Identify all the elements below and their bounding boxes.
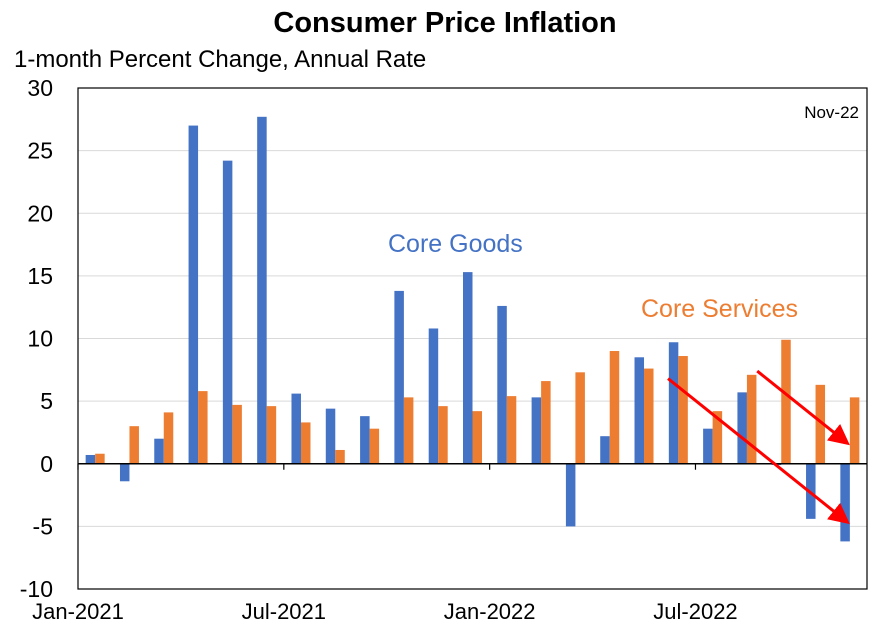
bar-core-services (575, 372, 585, 464)
bar-core-services (232, 404, 242, 464)
y-tick-label: -5 (33, 513, 53, 539)
y-tick-label: 15 (27, 263, 53, 289)
bar-core-services (506, 396, 517, 464)
bar-core-goods (325, 408, 336, 464)
bar-core-goods (85, 454, 96, 464)
bar-core-goods (428, 328, 439, 464)
bar-core-services (95, 453, 105, 464)
x-tick-label: Jul-2022 (653, 599, 737, 624)
bar-core-goods (531, 397, 542, 464)
plot-border (77, 87, 868, 590)
date-note: Nov-22 (804, 103, 859, 122)
y-tick-label: 10 (27, 326, 53, 352)
bar-core-services (712, 411, 723, 464)
bar-core-goods (119, 463, 130, 482)
bar-core-goods (840, 463, 850, 542)
bar-core-services (815, 384, 826, 464)
bar-core-goods (703, 428, 713, 464)
x-tick-label: Jul-2021 (242, 599, 326, 624)
bar-core-goods (668, 342, 679, 464)
bar-core-services (129, 426, 139, 464)
bar-core-services (300, 422, 311, 464)
bar-core-goods (497, 305, 507, 464)
bars (85, 116, 860, 542)
y-tick-label: 20 (27, 200, 53, 226)
bar-core-services (678, 356, 688, 464)
bar-core-services (266, 406, 277, 464)
bar-core-services (403, 397, 414, 464)
bar-core-services (746, 374, 757, 464)
bar-core-goods (222, 160, 233, 464)
y-tick-label: 30 (27, 75, 53, 101)
trend-arrow (756, 369, 850, 446)
x-axis-ticks: Jan-2021 Jul-2021 Jan-2022 Jul-2022 (32, 463, 738, 624)
bar-core-goods (634, 357, 645, 464)
bar-core-services (541, 381, 551, 464)
bar-core-services (335, 449, 345, 464)
y-axis-ticks: -10 -5 0 5 10 15 20 25 30 (20, 75, 53, 602)
y-tick-label: 25 (27, 138, 53, 164)
trend-arrow (667, 377, 850, 525)
axes (77, 87, 868, 590)
bar-core-services (472, 411, 482, 464)
bar-core-goods (257, 116, 267, 464)
bar-core-goods (360, 416, 370, 464)
chart-title: Consumer Price Inflation (273, 7, 616, 39)
bar-core-services (849, 397, 860, 464)
series-label-core-goods: Core Goods (388, 230, 523, 258)
y-tick-label: -10 (20, 576, 53, 602)
bar-core-goods (737, 392, 747, 464)
bar-core-services (609, 351, 620, 464)
x-tick-label: Jan-2022 (444, 599, 536, 624)
chart-subtitle: 1-month Percent Change, Annual Rate (14, 46, 426, 73)
x-tick-label: Jan-2021 (32, 599, 124, 624)
bar-core-services (198, 391, 208, 464)
bar-core-goods (394, 290, 404, 464)
bar-core-services (438, 406, 448, 464)
trend-arrows (667, 369, 850, 525)
bar-core-goods (154, 438, 164, 464)
bar-core-goods (291, 393, 301, 464)
y-tick-label: 5 (40, 388, 53, 414)
bar-core-services (781, 339, 791, 464)
bar-core-goods (463, 272, 473, 464)
series-label-core-services: Core Services (641, 295, 798, 323)
bar-core-goods (188, 125, 199, 464)
bar-core-goods (600, 436, 610, 464)
bar-core-services (644, 368, 654, 464)
bar-core-goods (565, 463, 576, 527)
bar-core-services (163, 412, 174, 464)
y-tick-label: 0 (40, 451, 53, 477)
bar-core-services (369, 428, 380, 464)
